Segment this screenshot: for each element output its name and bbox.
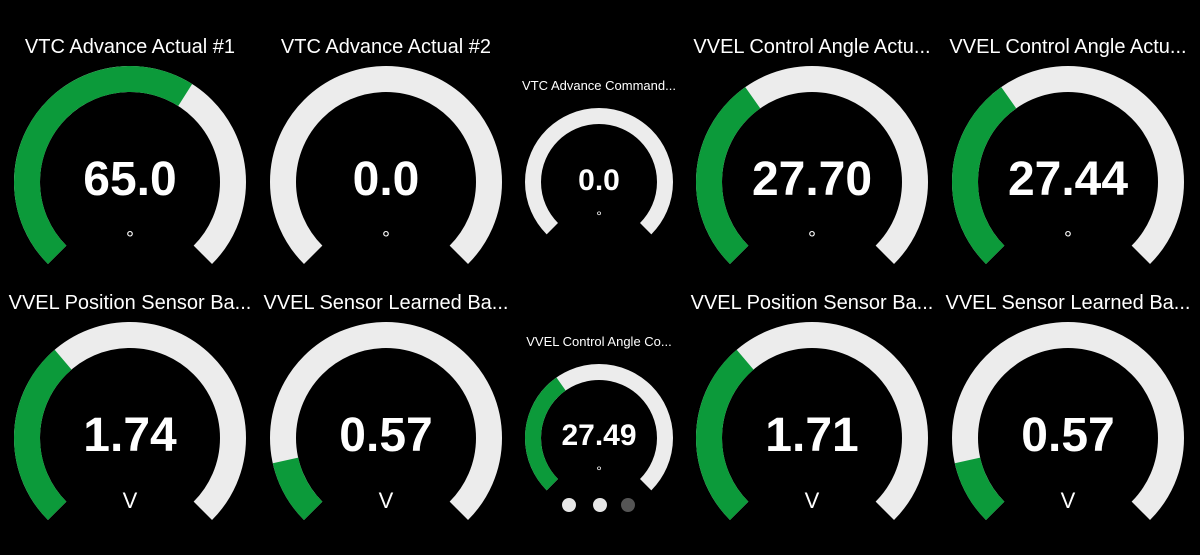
gauge-value: 0.57	[1021, 409, 1115, 462]
gauge-fill	[14, 66, 193, 265]
gauge-unit: V	[122, 488, 138, 513]
gauge-value: 0.57	[339, 409, 433, 462]
gauge-arc	[14, 66, 246, 265]
gauge-fill	[525, 377, 566, 491]
gauge-value: 0.0	[578, 164, 620, 197]
gauge-title: VVEL Position Sensor Ba...	[8, 292, 252, 314]
gauge-title: VVEL Position Sensor Ba...	[690, 292, 934, 314]
gauge-value: 27.70	[751, 153, 873, 206]
gauge-title: VTC Advance Command...	[522, 78, 676, 93]
gauge-unit: °	[808, 228, 816, 250]
gauge-2[interactable]: VTC Advance Actual #2 0.0 °	[261, 0, 511, 555]
gauge-track	[270, 66, 502, 265]
gauge-unit: °	[596, 208, 602, 224]
gauge-unit: V	[378, 488, 394, 513]
gauge-title: VVEL Control Angle Co...	[526, 334, 672, 349]
page-dot-2[interactable]	[593, 498, 607, 512]
gauge-fill	[952, 87, 1017, 265]
gauge-title: VVEL Sensor Learned Ba...	[263, 292, 509, 314]
page-dot-3[interactable]	[621, 498, 635, 512]
gauge-arc	[952, 322, 1184, 521]
gauge-arc	[696, 66, 928, 265]
page-dot-1[interactable]	[562, 498, 576, 512]
gauge-arc	[14, 322, 246, 521]
gauge-title: VTC Advance Actual #2	[280, 36, 492, 58]
gauge-unit: °	[596, 463, 602, 479]
gauge-title: VTC Advance Actual #1	[24, 36, 236, 58]
gauge-unit: V	[1060, 488, 1076, 513]
gauge-value: 1.74	[83, 409, 177, 462]
gauge-fill	[696, 87, 761, 265]
gauge-unit: °	[126, 228, 134, 250]
gauge-fill	[14, 349, 72, 521]
gauge-4[interactable]: VVEL Control Angle Actu... 27.70 °	[687, 0, 937, 555]
gauge-arc	[270, 66, 502, 265]
gauge-value: 65.0	[83, 153, 177, 206]
gauge-value: 0.0	[352, 153, 420, 206]
page-indicator[interactable]	[562, 498, 638, 512]
gauge-value: 27.49	[561, 419, 637, 452]
gauge-title: VVEL Control Angle Actu...	[949, 36, 1187, 58]
gauge-arc	[525, 364, 673, 491]
gauge-title: VVEL Sensor Learned Ba...	[945, 292, 1191, 314]
gauge-8[interactable]: VVEL Control Angle Co... 27.49 °	[474, 0, 724, 555]
gauge-unit: V	[804, 488, 820, 513]
gauge-value: 27.44	[1007, 153, 1129, 206]
gauge-3[interactable]: VTC Advance Command... 0.0 °	[474, 0, 724, 555]
gauge-fill	[272, 457, 323, 521]
gauge-track	[952, 322, 1184, 521]
gauge-title: VVEL Control Angle Actu...	[693, 36, 931, 58]
gauge-fill	[954, 457, 1005, 521]
gauge-9[interactable]: VVEL Position Sensor Ba... 1.71 V	[687, 0, 937, 555]
gauge-unit: °	[1064, 228, 1072, 250]
gauge-fill	[696, 349, 754, 521]
gauge-7[interactable]: VVEL Sensor Learned Ba... 0.57 V	[261, 0, 511, 555]
gauge-track	[270, 322, 502, 521]
gauge-6[interactable]: VVEL Position Sensor Ba... 1.74 V	[5, 0, 255, 555]
gauge-10[interactable]: VVEL Sensor Learned Ba... 0.57 V	[943, 0, 1193, 555]
gauge-arc	[525, 108, 673, 235]
gauge-track	[525, 108, 673, 235]
gauge-value: 1.71	[765, 409, 859, 462]
gauge-arc	[952, 66, 1184, 265]
gauge-arc	[270, 322, 502, 521]
gauge-5[interactable]: VVEL Control Angle Actu... 27.44 °	[943, 0, 1193, 555]
gauge-arc	[696, 322, 928, 521]
gauge-1[interactable]: VTC Advance Actual #1 65.0 °	[5, 0, 255, 555]
gauge-unit: °	[382, 228, 390, 250]
